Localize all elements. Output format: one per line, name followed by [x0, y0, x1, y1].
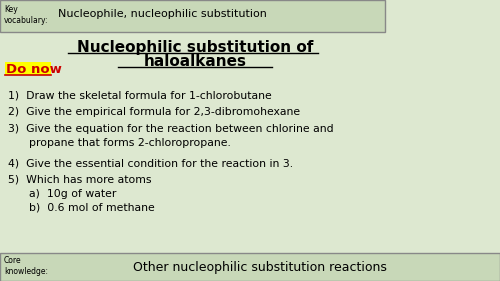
- Text: 1)  Draw the skeletal formula for 1-chlorobutane: 1) Draw the skeletal formula for 1-chlor…: [8, 90, 272, 100]
- Text: 4)  Give the essential condition for the reaction in 3.: 4) Give the essential condition for the …: [8, 158, 293, 168]
- Text: 5)  Which has more atoms
      a)  10g of water
      b)  0.6 mol of methane: 5) Which has more atoms a) 10g of water …: [8, 175, 155, 213]
- Text: Other nucleophilic substitution reactions: Other nucleophilic substitution reaction…: [133, 260, 387, 273]
- FancyBboxPatch shape: [0, 253, 500, 281]
- FancyBboxPatch shape: [0, 0, 385, 32]
- Text: Do now: Do now: [6, 63, 62, 76]
- Text: Nucleophile, nucleophilic substitution: Nucleophile, nucleophilic substitution: [58, 9, 267, 19]
- Text: Nucleophilic substitution of: Nucleophilic substitution of: [77, 40, 313, 55]
- Text: Key
vocabulary:: Key vocabulary:: [4, 5, 48, 25]
- FancyBboxPatch shape: [5, 62, 51, 75]
- Text: 2)  Give the empirical formula for 2,3-dibromohexane: 2) Give the empirical formula for 2,3-di…: [8, 107, 300, 117]
- Text: 3)  Give the equation for the reaction between chlorine and
      propane that f: 3) Give the equation for the reaction be…: [8, 124, 334, 148]
- Text: Core
knowledge:: Core knowledge:: [4, 256, 48, 276]
- Text: haloalkanes: haloalkanes: [144, 54, 246, 69]
